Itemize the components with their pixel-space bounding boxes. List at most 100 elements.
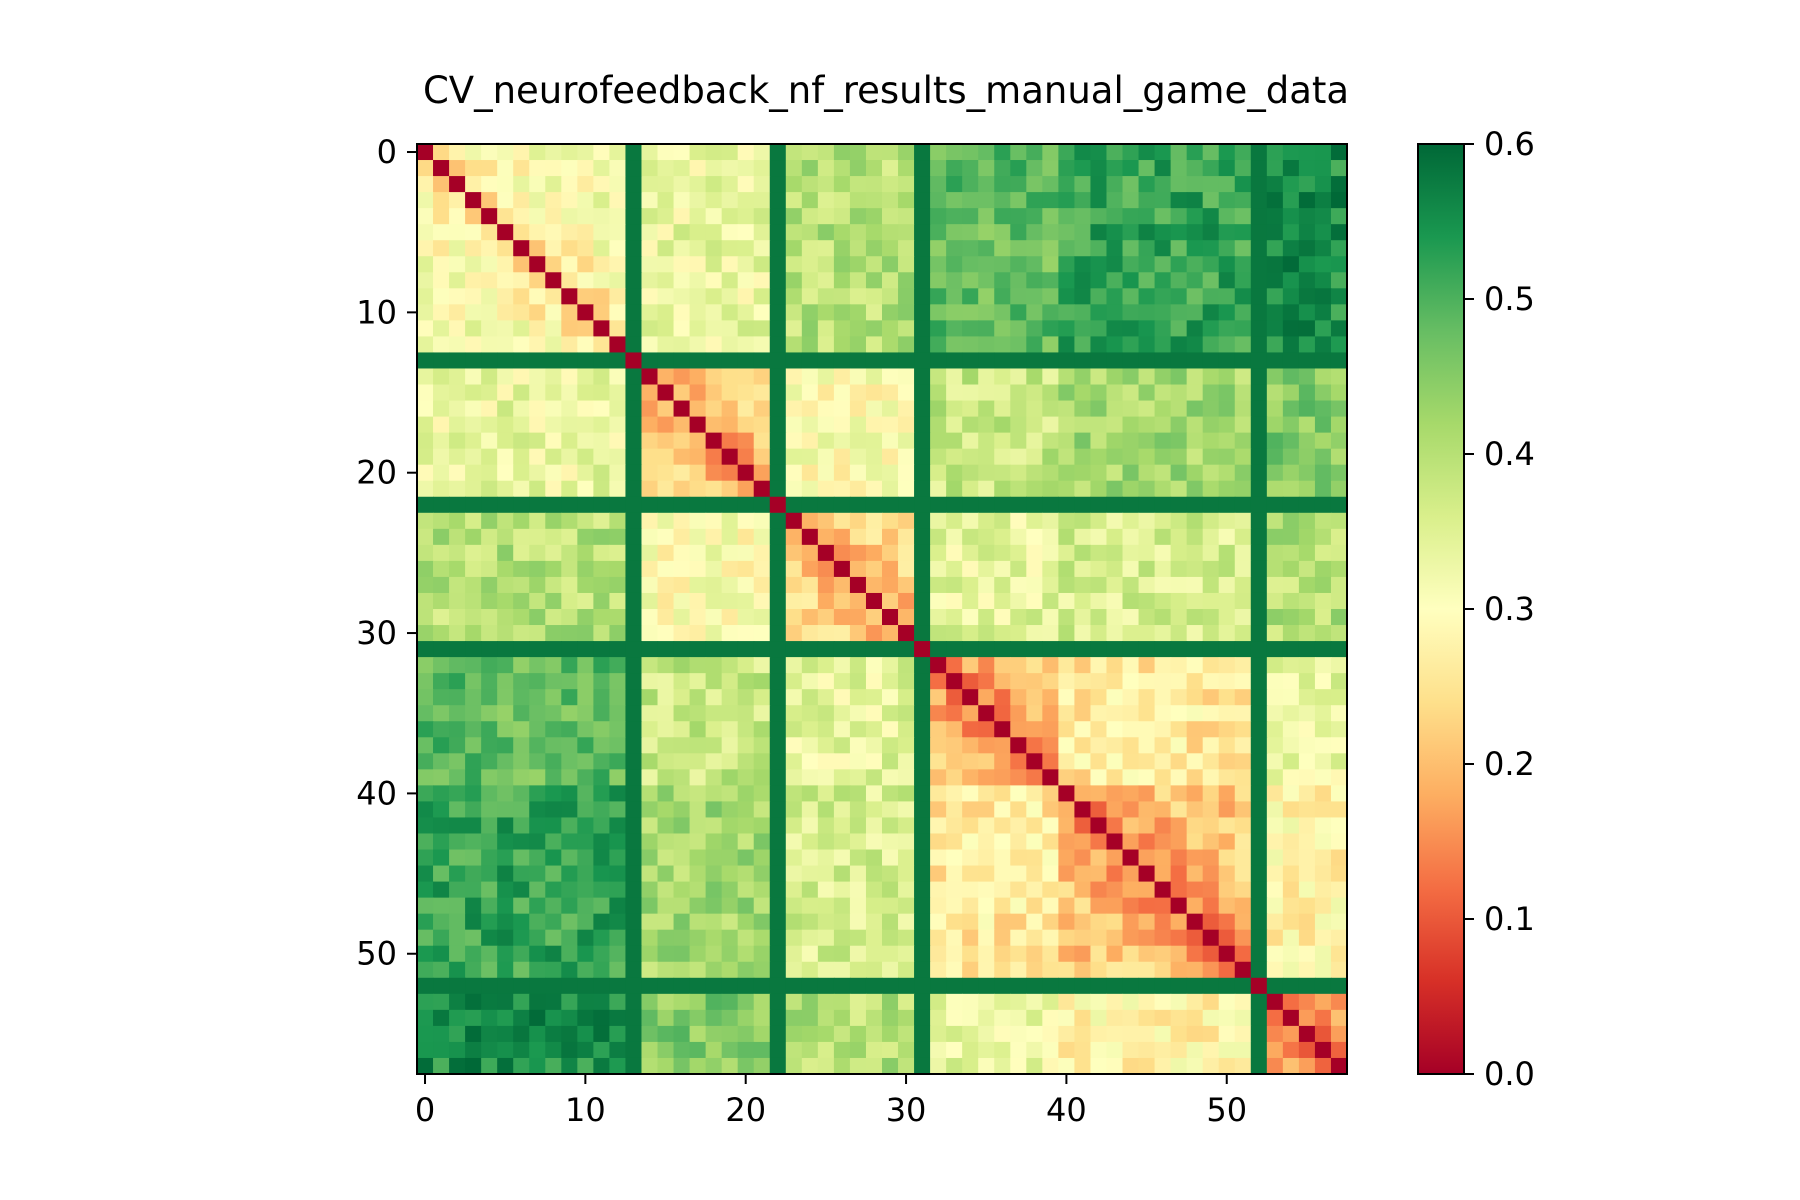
heatmap-cell <box>641 625 659 642</box>
heatmap-cell <box>1170 929 1188 947</box>
heatmap-cell <box>1298 705 1316 722</box>
heatmap-cell <box>1042 849 1059 867</box>
heatmap-cell <box>1298 977 1316 995</box>
heatmap-cell <box>898 881 915 899</box>
heatmap-cell <box>865 160 883 177</box>
heatmap-cell <box>1154 224 1172 241</box>
heatmap-cell <box>1010 224 1027 241</box>
heatmap-cell <box>785 400 803 418</box>
heatmap-cell <box>865 480 883 498</box>
heatmap-cell <box>1250 849 1268 867</box>
heatmap-cell <box>1250 689 1268 706</box>
heatmap-cell <box>1058 352 1076 370</box>
heatmap-cell <box>513 1057 530 1075</box>
heatmap-cell <box>946 448 963 466</box>
heatmap-cell <box>882 737 899 754</box>
heatmap-cell <box>433 1025 450 1043</box>
heatmap-cell <box>801 897 819 915</box>
heatmap-cell <box>1074 881 1092 899</box>
heatmap-cell <box>641 208 659 225</box>
heatmap-cell <box>865 1025 883 1043</box>
heatmap-cell <box>833 1009 851 1027</box>
heatmap-cell <box>1106 737 1124 754</box>
heatmap-cell <box>529 673 546 690</box>
heatmap-cell <box>1186 592 1204 610</box>
heatmap-cell <box>1282 496 1300 514</box>
heatmap-cell <box>1314 400 1332 418</box>
heatmap-cell <box>1330 849 1348 867</box>
heatmap-cell <box>882 304 899 321</box>
heatmap-cell <box>801 272 819 289</box>
heatmap-cell <box>545 657 562 674</box>
heatmap-cell <box>481 641 498 658</box>
heatmap-cell <box>545 304 562 321</box>
heatmap-cell <box>449 993 466 1011</box>
heatmap-cell <box>561 977 578 995</box>
heatmap-cell <box>833 945 851 963</box>
heatmap-cell <box>641 288 659 305</box>
heatmap-cell <box>545 721 562 738</box>
heatmap-cell <box>689 240 707 257</box>
heatmap-cell <box>721 993 739 1011</box>
heatmap-cell <box>449 384 466 402</box>
heatmap-cell <box>962 576 979 594</box>
heatmap-cell <box>593 160 611 177</box>
heatmap-cell <box>641 641 659 658</box>
heatmap-cell <box>497 817 514 835</box>
heatmap-cell <box>1282 673 1300 690</box>
heatmap-cell <box>1282 721 1300 738</box>
heatmap-cell <box>513 865 530 883</box>
heatmap-cell <box>849 160 867 177</box>
heatmap-cell <box>801 320 819 338</box>
heatmap-cell <box>1026 945 1043 963</box>
heatmap-cell <box>1074 609 1092 626</box>
colorbar-tick-label: 0.1 <box>1484 900 1535 938</box>
heatmap-cell <box>833 993 851 1011</box>
heatmap-cell <box>769 993 787 1011</box>
heatmap-cell <box>994 512 1011 530</box>
heatmap-cell <box>1250 224 1268 241</box>
heatmap-cell <box>433 288 450 305</box>
heatmap-cell <box>1042 961 1059 979</box>
heatmap-cell <box>833 977 851 995</box>
heatmap-cell <box>673 176 691 193</box>
heatmap-cell <box>449 304 466 321</box>
heatmap-cell <box>1026 592 1043 610</box>
heatmap-cell <box>433 897 450 915</box>
heatmap-cell <box>1170 592 1188 610</box>
heatmap-cell <box>1074 817 1092 835</box>
heatmap-cell <box>1026 384 1043 402</box>
heatmap-cell <box>513 144 530 161</box>
heatmap-cell <box>721 368 739 386</box>
heatmap-cell <box>978 705 995 722</box>
heatmap-cell <box>609 384 627 402</box>
heatmap-cell <box>817 849 835 867</box>
heatmap-cell <box>978 993 995 1011</box>
heatmap-cell <box>898 288 915 305</box>
heatmap-cell <box>1026 480 1043 498</box>
heatmap-cell <box>1074 464 1092 482</box>
heatmap-cell <box>417 641 434 658</box>
heatmap-cell <box>962 753 979 770</box>
heatmap-cell <box>785 336 803 354</box>
heatmap-cell <box>1074 272 1092 289</box>
colorbar-tick-label: 0.4 <box>1484 435 1535 473</box>
heatmap-cell <box>641 705 659 722</box>
heatmap-cell <box>1250 897 1268 915</box>
heatmap-cell <box>625 849 643 867</box>
heatmap-cell <box>609 176 627 193</box>
heatmap-cell <box>1010 785 1027 803</box>
heatmap-cell <box>769 192 787 209</box>
heatmap-cell <box>1186 881 1204 899</box>
heatmap-cell <box>641 240 659 257</box>
heatmap-cell <box>625 1009 643 1027</box>
heatmap-cell <box>1282 464 1300 482</box>
heatmap-cell <box>417 144 434 161</box>
heatmap-cell <box>1218 288 1236 305</box>
colorbar-tick-label: 0.6 <box>1484 125 1535 163</box>
heatmap-cell <box>1074 384 1092 402</box>
heatmap-cell <box>449 673 466 690</box>
heatmap-cell <box>1026 1041 1043 1059</box>
heatmap-cell <box>769 913 787 931</box>
